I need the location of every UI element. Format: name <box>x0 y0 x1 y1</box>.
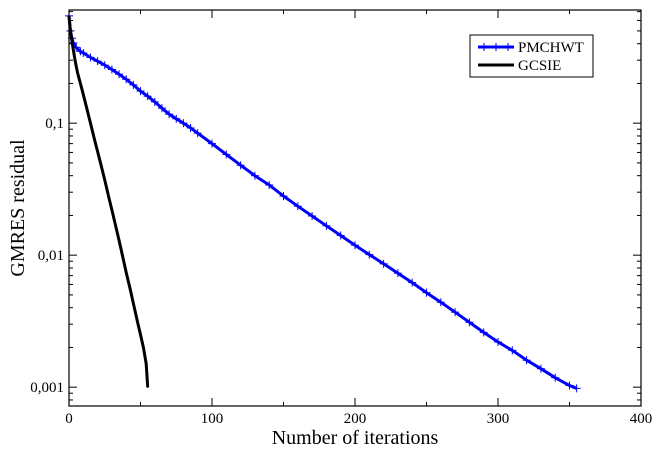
data-point-pmchwt <box>293 202 302 211</box>
data-point-pmchwt <box>143 92 152 101</box>
y-tick-label: 0,001 <box>30 380 64 396</box>
data-point-gcsie <box>118 239 120 241</box>
series-line-pmchwt <box>67 15 578 390</box>
data-point-pmchwt <box>129 80 138 89</box>
data-point-pmchwt <box>86 53 95 62</box>
y-tick-label: 0,01 <box>38 248 64 264</box>
data-point-pmchwt <box>107 65 116 74</box>
data-point-gcsie <box>72 48 75 51</box>
data-point-gcsie <box>79 82 82 85</box>
data-point-pmchwt <box>508 346 517 355</box>
data-point-pmchwt <box>165 110 174 119</box>
data-point-pmchwt <box>236 161 245 170</box>
data-point-gcsie <box>108 197 110 200</box>
data-point-gcsie <box>136 321 139 324</box>
data-point-pmchwt <box>279 192 288 201</box>
data-point-gcsie <box>125 271 127 274</box>
data-point-pmchwt <box>408 278 417 287</box>
x-tick-label: 200 <box>344 411 367 427</box>
x-axis-title: Number of iterations <box>272 427 439 449</box>
data-point-gcsie <box>145 363 148 365</box>
data-point-pmchwt <box>250 171 259 180</box>
data-point-gcsie <box>73 57 76 60</box>
data-point-gcsie <box>132 302 135 305</box>
data-point-pmchwt <box>193 129 202 138</box>
data-point-pmchwt <box>122 75 131 84</box>
data-point-pmchwt <box>572 384 581 393</box>
y-tick-label: 0,1 <box>45 116 64 132</box>
legend-label-gcsie: GCSIE <box>518 58 561 74</box>
series-line-gcsie <box>67 15 150 388</box>
data-point-pmchwt <box>479 328 488 337</box>
data-point-pmchwt <box>157 104 166 113</box>
data-point-pmchwt <box>172 114 181 123</box>
data-point-gcsie <box>122 258 125 261</box>
data-point-gcsie <box>146 386 149 388</box>
data-point-pmchwt <box>379 259 388 268</box>
legend-box <box>469 34 594 78</box>
data-point-pmchwt <box>150 97 159 106</box>
data-point-gcsie <box>99 162 102 164</box>
data-point-pmchwt <box>208 139 216 148</box>
data-point-pmchwt <box>93 57 102 66</box>
data-point-pmchwt <box>522 356 531 365</box>
data-point-gcsie <box>76 72 79 74</box>
data-point-pmchwt <box>136 87 145 96</box>
data-point-gcsie <box>93 139 96 142</box>
data-point-pmchwt <box>79 49 88 58</box>
data-point-pmchwt <box>451 308 460 317</box>
data-point-pmchwt <box>436 298 445 307</box>
x-tick-label: 400 <box>630 411 653 427</box>
data-point-gcsie <box>82 93 85 96</box>
data-point-pmchwt <box>308 212 317 221</box>
data-point-pmchwt <box>322 221 331 230</box>
data-point-gcsie <box>115 227 117 230</box>
data-point-gcsie <box>89 122 92 124</box>
y-axis-title: GMRES residual <box>7 139 29 277</box>
data-point-pmchwt <box>115 70 124 79</box>
data-point-gcsie <box>142 346 145 349</box>
data-point-pmchwt <box>179 119 188 128</box>
data-point-pmchwt <box>494 337 502 346</box>
data-point-pmchwt <box>422 288 431 297</box>
data-point-pmchwt <box>265 181 274 190</box>
data-point-gcsie <box>111 209 113 211</box>
data-point-gcsie <box>75 65 77 68</box>
x-tick-label: 100 <box>201 411 224 427</box>
data-point-gcsie <box>139 333 142 336</box>
legend-label-pmchwt: PMCHWT <box>518 40 584 56</box>
data-point-pmchwt <box>565 381 574 390</box>
data-point-pmchwt <box>465 318 474 327</box>
data-point-pmchwt <box>551 373 560 382</box>
data-point-pmchwt <box>186 123 195 132</box>
legend: PMCHWT GCSIE <box>469 34 594 78</box>
data-point-pmchwt <box>393 269 402 278</box>
data-point-gcsie <box>85 105 87 107</box>
series-layer <box>65 11 581 393</box>
data-point-pmchwt <box>351 241 359 250</box>
data-point-gcsie <box>96 150 99 153</box>
ticks-layer: 0 100 200 300 400 0,001 0,01 0,1 <box>30 10 652 427</box>
data-point-gcsie <box>129 289 132 292</box>
x-tick-label: 300 <box>487 411 510 427</box>
data-point-pmchwt <box>336 231 345 240</box>
data-point-pmchwt <box>536 364 545 373</box>
x-tick-label: 0 <box>65 411 73 427</box>
data-point-gcsie <box>103 179 106 181</box>
data-point-pmchwt <box>365 250 374 259</box>
data-point-gcsie <box>71 40 73 42</box>
data-point-pmchwt <box>100 61 109 70</box>
data-point-pmchwt <box>222 150 231 159</box>
